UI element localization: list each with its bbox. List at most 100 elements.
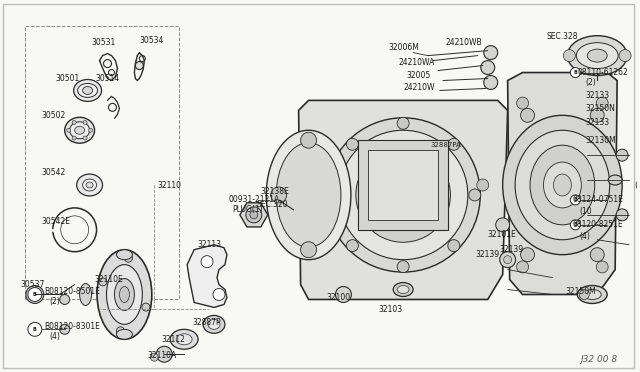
Ellipse shape	[115, 279, 134, 310]
Text: 08124-0751E: 08124-0751E	[572, 195, 623, 205]
Text: 32150M: 32150M	[565, 287, 596, 296]
Text: 30531: 30531	[92, 38, 116, 47]
Circle shape	[616, 149, 628, 161]
Text: B08120-8501E: B08120-8501E	[44, 287, 100, 296]
Text: B: B	[573, 222, 577, 227]
Text: 32130M: 32130M	[586, 136, 616, 145]
Ellipse shape	[79, 283, 92, 305]
Text: B08120-8301E: B08120-8301E	[44, 322, 100, 331]
Ellipse shape	[86, 182, 93, 188]
Ellipse shape	[83, 86, 93, 94]
Circle shape	[504, 256, 511, 264]
Ellipse shape	[577, 43, 618, 68]
Circle shape	[448, 138, 460, 150]
Text: 32005: 32005	[406, 71, 430, 80]
Circle shape	[99, 278, 107, 286]
Circle shape	[26, 286, 44, 304]
Text: 30502: 30502	[42, 111, 66, 120]
Text: 24210W: 24210W	[403, 83, 435, 92]
Circle shape	[469, 189, 481, 201]
Text: 32103: 32103	[378, 305, 403, 314]
Text: 32112: 32112	[161, 335, 185, 344]
Circle shape	[448, 240, 460, 251]
Ellipse shape	[577, 286, 607, 304]
Circle shape	[590, 108, 604, 122]
Circle shape	[301, 242, 317, 258]
Circle shape	[301, 132, 317, 148]
Circle shape	[570, 195, 580, 205]
Circle shape	[60, 295, 70, 304]
Ellipse shape	[70, 122, 90, 139]
Text: B: B	[573, 198, 577, 202]
Text: 24210WA: 24210WA	[398, 58, 435, 67]
Text: 00931-2121A: 00931-2121A	[229, 195, 280, 205]
Circle shape	[250, 211, 258, 219]
Circle shape	[72, 136, 76, 140]
Circle shape	[579, 289, 589, 299]
Text: 32006M: 32006M	[388, 43, 419, 52]
Text: 32150N: 32150N	[586, 104, 615, 113]
Text: 32133: 32133	[586, 118, 609, 127]
Circle shape	[326, 189, 337, 201]
Text: 08120-8251E: 08120-8251E	[572, 220, 623, 229]
Circle shape	[72, 121, 76, 125]
Ellipse shape	[208, 320, 220, 329]
Text: B: B	[33, 292, 36, 297]
Circle shape	[500, 252, 516, 267]
Circle shape	[484, 76, 498, 89]
Text: 32110E: 32110E	[95, 275, 124, 284]
Circle shape	[596, 97, 608, 109]
Text: SEC.328: SEC.328	[547, 32, 578, 41]
Circle shape	[619, 49, 631, 62]
Text: 30537: 30537	[20, 280, 44, 289]
Ellipse shape	[583, 289, 601, 299]
Text: 32113: 32113	[197, 240, 221, 249]
Circle shape	[136, 62, 143, 70]
Ellipse shape	[97, 250, 152, 339]
Ellipse shape	[356, 148, 451, 242]
Ellipse shape	[543, 162, 581, 208]
Circle shape	[67, 128, 70, 132]
Text: (10: (10	[579, 207, 592, 217]
Ellipse shape	[502, 115, 622, 255]
Text: 08110-61262: 08110-61262	[577, 68, 628, 77]
Ellipse shape	[75, 126, 84, 134]
Circle shape	[516, 97, 529, 109]
Circle shape	[213, 289, 225, 301]
Circle shape	[335, 286, 351, 302]
Polygon shape	[187, 245, 227, 307]
Circle shape	[520, 108, 534, 122]
Text: 32101E: 32101E	[488, 230, 516, 239]
Circle shape	[477, 179, 489, 191]
Bar	[358, 140, 448, 230]
Text: (2): (2)	[50, 297, 61, 306]
Ellipse shape	[326, 118, 480, 272]
Circle shape	[60, 324, 70, 334]
Ellipse shape	[384, 176, 422, 214]
Text: 32139: 32139	[500, 245, 524, 254]
Ellipse shape	[120, 286, 129, 302]
Text: 30534: 30534	[140, 36, 164, 45]
Ellipse shape	[554, 174, 572, 196]
Ellipse shape	[106, 264, 142, 324]
Circle shape	[124, 254, 132, 262]
Ellipse shape	[116, 329, 132, 339]
Circle shape	[590, 248, 604, 262]
Text: PLUG(1): PLUG(1)	[232, 205, 262, 214]
Text: J32 00 8: J32 00 8	[580, 355, 617, 364]
Bar	[368, 150, 438, 220]
Circle shape	[274, 195, 284, 205]
Circle shape	[484, 46, 498, 60]
Ellipse shape	[170, 329, 198, 349]
Text: 32110A: 32110A	[147, 351, 177, 360]
Ellipse shape	[530, 145, 595, 225]
Text: (4): (4)	[579, 232, 590, 241]
Text: 32110: 32110	[157, 180, 181, 189]
Circle shape	[83, 136, 87, 140]
Polygon shape	[240, 203, 268, 227]
Circle shape	[142, 303, 150, 311]
Circle shape	[83, 121, 87, 125]
Circle shape	[616, 209, 628, 221]
Ellipse shape	[608, 175, 622, 185]
Circle shape	[246, 207, 262, 223]
